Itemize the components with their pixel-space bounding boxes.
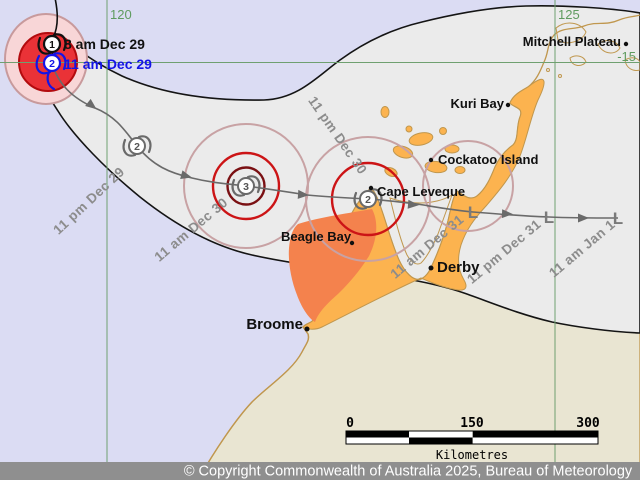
forecast-position-cyclone-icon: 2 — [353, 188, 383, 210]
place-dot — [428, 265, 434, 271]
gale-ring-dec30pm — [305, 136, 431, 262]
place-kuri-bay: Kuri Bay — [451, 96, 511, 111]
tropical-low-symbol: L — [468, 203, 478, 222]
place-dot — [349, 240, 355, 246]
place-beagle-bay: Beagle Bay — [281, 229, 355, 246]
category-number: 1 — [49, 39, 55, 51]
observed-time-label: 8 am Dec 29 — [64, 36, 145, 52]
arrowhead-icon — [85, 98, 97, 110]
arrowhead-icon — [297, 189, 309, 199]
copyright-text: © Copyright Commonwealth of Australia 20… — [184, 464, 633, 480]
copyright-bar: © Copyright Commonwealth of Australia 20… — [0, 462, 640, 480]
tropical-low-symbol: L — [613, 209, 623, 228]
buccaneer-archipelago-islands — [380, 106, 466, 178]
observed-position-2-cyclone-icon: 2 — [35, 52, 67, 91]
place-label: Derby — [437, 259, 480, 276]
king-sound-inlet — [389, 193, 453, 265]
scale-tick-300: 300 — [576, 416, 600, 431]
very-destructive-ring-dec30am — [226, 166, 266, 206]
place-mitchell-plateau: Mitchell Plateau — [523, 34, 629, 49]
scale-bar: 0 150 300 Kilometres — [345, 416, 600, 462]
place-dot — [368, 185, 374, 191]
graticule — [0, 0, 640, 462]
scale-tick-0: 0 — [346, 416, 354, 431]
place-broome: Broome — [246, 316, 310, 333]
place-dot — [623, 41, 629, 47]
place-dot — [505, 102, 511, 108]
place-dot — [428, 157, 434, 163]
arrowhead-icon — [501, 209, 513, 219]
arrowhead-icon — [578, 213, 589, 223]
track-arrowheads — [85, 98, 589, 223]
track-uncertainty-area — [29, 5, 640, 334]
tropical-low-symbol: L — [544, 208, 554, 227]
category-number: 2 — [49, 58, 55, 70]
grid-label-120: 120 — [110, 7, 132, 22]
scale-bar-frame — [345, 430, 599, 445]
arrowhead-icon — [180, 170, 192, 180]
place-label: Mitchell Plateau — [523, 34, 621, 49]
warning-zone-orange — [288, 209, 377, 322]
place-dot — [304, 326, 310, 332]
scale-tick-150: 150 — [460, 416, 484, 431]
category-number: 2 — [365, 194, 371, 206]
kimberley-islands — [546, 22, 640, 78]
place-label: Kuri Bay — [451, 96, 505, 111]
gale-ring-dec31 — [422, 140, 514, 232]
watch-zone-amber — [302, 78, 545, 330]
grid-label-minus15: -15 — [617, 49, 636, 64]
place-label: Beagle Bay — [281, 229, 352, 244]
observed-time-label: 11 am Dec 29 — [64, 56, 152, 72]
place-label: Cape Leveque — [377, 184, 465, 199]
forecast-rings — [183, 123, 514, 262]
destructive-ring-dec30pm — [330, 161, 406, 237]
category-number: 2 — [134, 141, 140, 153]
place-cape-leveque: Cape Leveque — [368, 184, 465, 199]
arrowhead-icon — [407, 199, 419, 209]
place-label: Cockatoo Island — [438, 152, 538, 167]
observed-position-1-cyclone-icon: 1 — [37, 33, 67, 55]
forecast-position-cyclone-icon: 2 — [122, 135, 152, 157]
forecast-position-cyclone-icon: 3 — [231, 175, 261, 197]
destructive-ring-dec30am — [211, 151, 281, 221]
place-label: Broome — [246, 316, 303, 333]
place-derby: Derby — [428, 259, 480, 276]
scale-unit-label: Kilometres — [436, 448, 508, 462]
grid-label-125: 125 — [558, 7, 580, 22]
place-cockatoo-island: Cockatoo Island — [428, 152, 538, 167]
category-number: 3 — [243, 181, 249, 193]
